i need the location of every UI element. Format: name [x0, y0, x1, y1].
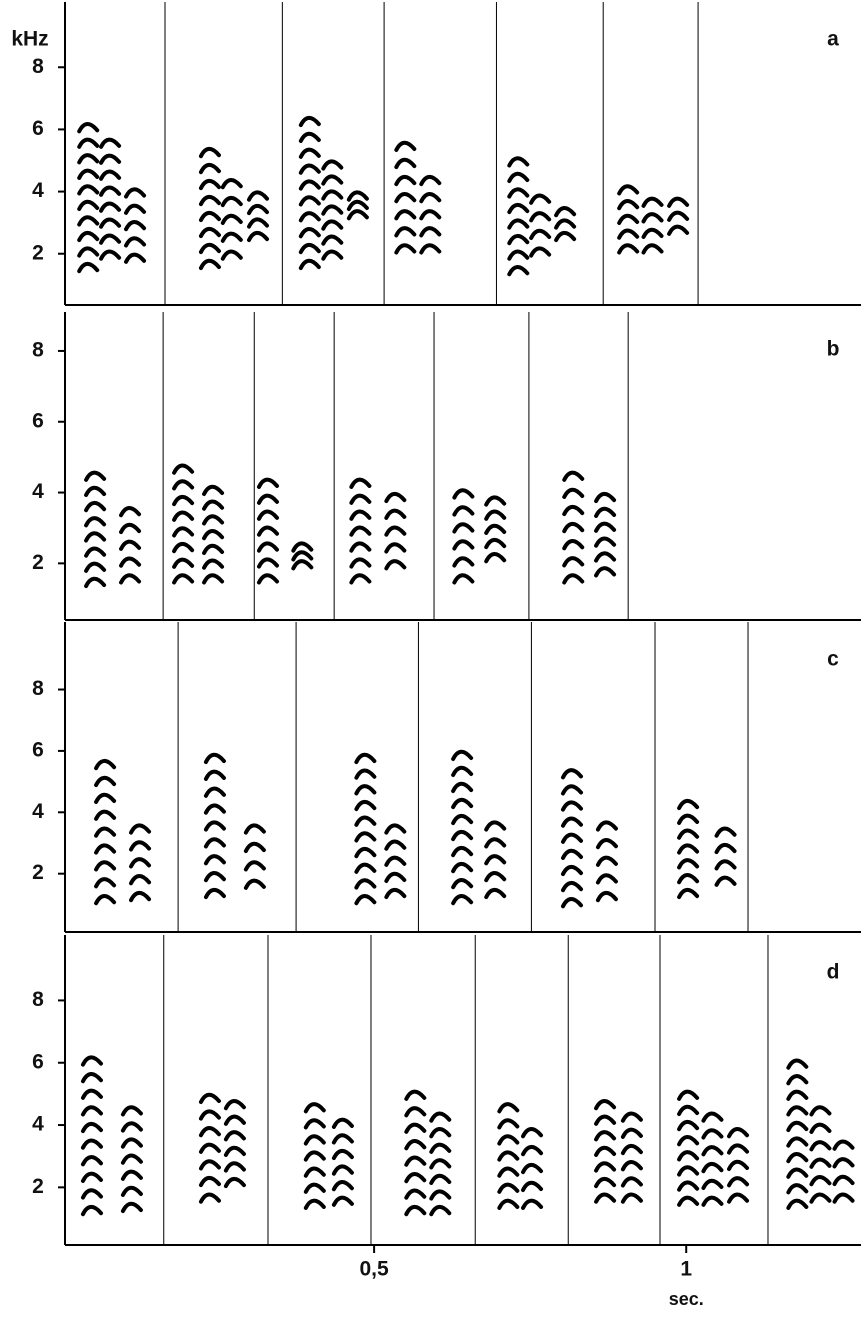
y-tick-label: 6: [32, 117, 44, 140]
syllable: [509, 158, 527, 274]
y-tick-label: 2: [32, 1175, 44, 1198]
syllable: [421, 177, 439, 253]
syllable: [306, 1104, 324, 1208]
y-tick-label: 2: [32, 551, 44, 574]
syllable: [226, 1101, 244, 1186]
syllable: [131, 825, 149, 900]
syllable: [486, 822, 504, 897]
syllable: [669, 199, 687, 234]
syllable: [293, 543, 311, 568]
syllable: [703, 1113, 721, 1204]
syllable: [246, 825, 264, 888]
y-tick-label: 4: [32, 179, 44, 202]
syllable: [386, 825, 404, 897]
syllable: [86, 473, 104, 586]
x-tick-label: 0,5: [360, 1258, 390, 1281]
panel-label: d: [827, 961, 840, 984]
syllable: [249, 192, 267, 240]
syllable: [121, 508, 139, 583]
y-tick-label: 4: [32, 480, 44, 503]
y-tick-label: 8: [32, 988, 44, 1011]
syllable: [811, 1107, 829, 1201]
panel-label: a: [827, 28, 839, 51]
y-tick-label: 8: [32, 677, 44, 700]
syllable: [334, 1120, 352, 1205]
syllable: [499, 1104, 517, 1208]
syllable: [123, 1107, 141, 1211]
y-tick-label: 6: [32, 409, 44, 432]
syllable: [619, 186, 637, 252]
syllable: [223, 180, 241, 259]
syllable: [301, 118, 319, 268]
panel-label: b: [827, 338, 840, 361]
syllable: [623, 1113, 641, 1201]
y-tick-label: 2: [32, 861, 44, 884]
syllable: [486, 497, 504, 561]
figure: 2 4 6 8 a kHz 2 4 6 8 b 2 4 6 8 c 2 4 6 8 d 0,5 1 sec.: [0, 0, 865, 1321]
syllable: [204, 487, 222, 583]
syllable: [174, 466, 192, 583]
syllable: [835, 1141, 853, 1201]
syllable: [351, 480, 369, 583]
syllable: [523, 1129, 541, 1208]
syllable: [453, 752, 471, 904]
y-tick-label: 8: [32, 55, 44, 78]
syllable: [83, 1057, 101, 1214]
syllable: [596, 1101, 614, 1202]
syllable: [679, 801, 697, 897]
syllable: [563, 770, 581, 906]
syllable: [644, 199, 662, 253]
syllable: [323, 161, 341, 258]
x-axis-label: sec.: [669, 1289, 704, 1309]
y-tick-label: 4: [32, 800, 44, 823]
y-axis-label: kHz: [11, 28, 48, 51]
syllable: [356, 755, 374, 903]
syllable: [79, 124, 97, 271]
syllable: [596, 494, 614, 576]
syllable: [126, 189, 144, 262]
syllable: [396, 143, 414, 253]
syllable: [729, 1129, 747, 1202]
y-tick-label: 6: [32, 738, 44, 761]
syllable: [788, 1060, 806, 1207]
x-tick-label: 1: [680, 1258, 692, 1281]
y-tick-label: 2: [32, 241, 44, 264]
syllable: [454, 490, 472, 582]
syllable: [259, 480, 277, 583]
syllable: [679, 1092, 697, 1205]
syllable: [96, 761, 114, 903]
syllable: [201, 149, 219, 268]
y-tick-label: 4: [32, 1113, 44, 1136]
syllable: [531, 196, 549, 256]
syllable: [564, 473, 582, 583]
syllable: [598, 822, 616, 900]
y-tick-label: 6: [32, 1050, 44, 1073]
syllable: [406, 1092, 424, 1215]
panel-label: c: [827, 648, 839, 671]
syllable: [717, 828, 735, 884]
syllable: [556, 208, 574, 240]
syllable: [101, 140, 119, 259]
y-tick-label: 8: [32, 338, 44, 361]
syllable: [349, 192, 367, 218]
syllable: [201, 1095, 219, 1202]
syllable: [206, 755, 224, 897]
syllable: [386, 494, 404, 569]
syllable: [431, 1113, 449, 1214]
